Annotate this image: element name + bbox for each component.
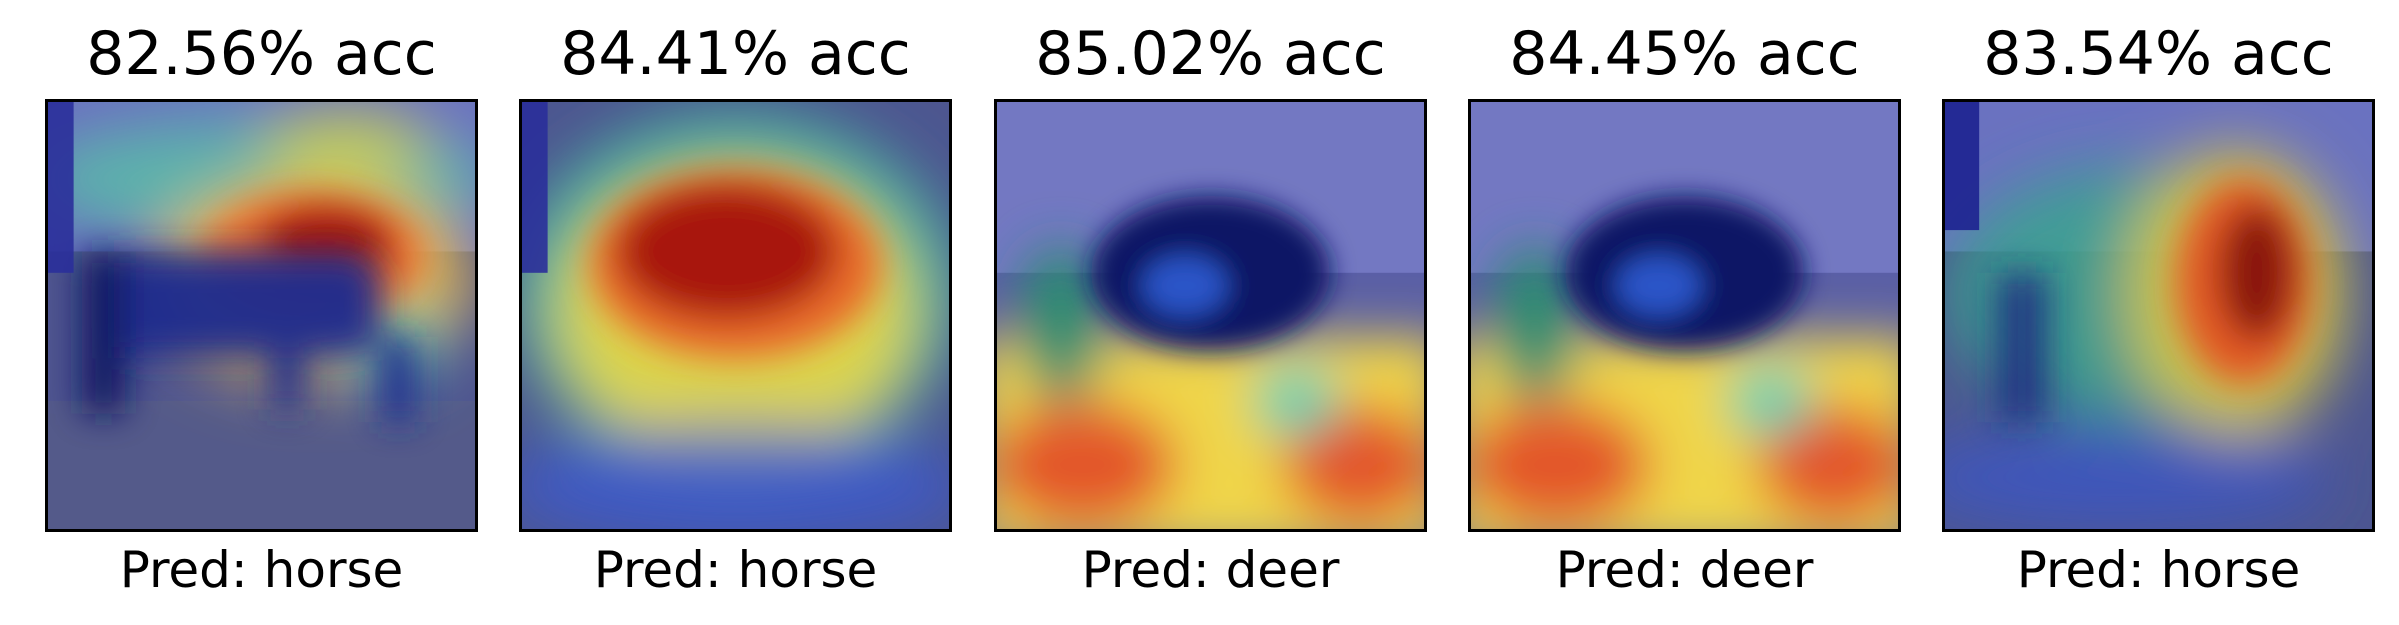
heatmap-graphic (48, 102, 475, 529)
panel-title: 83.54% acc (1983, 19, 2334, 89)
panel-2: 84.41% acc Pred: horse (519, 0, 952, 625)
gradcam-heatmap-image (1942, 99, 2375, 532)
gradcam-heatmap-image (45, 99, 478, 532)
gradcam-heatmap-image (519, 99, 952, 532)
panel-4: 84.45% acc Pred: deer (1468, 0, 1901, 625)
gradcam-heatmap-image (994, 99, 1427, 532)
prediction-label: Pred: deer (1081, 541, 1340, 599)
prediction-label: Pred: horse (119, 541, 404, 599)
panel-title: 85.02% acc (1035, 19, 1386, 89)
panel-1: 82.56% acc (45, 0, 478, 625)
panel-5: 83.54% acc Pred: horse (1942, 0, 2375, 625)
heatmap-graphic (522, 102, 949, 529)
prediction-label: Pred: deer (1555, 541, 1814, 599)
prediction-label: Pred: horse (2016, 541, 2301, 599)
heatmap-graphic (1945, 102, 2372, 529)
prediction-label: Pred: horse (593, 541, 878, 599)
gradcam-heatmap-image (1468, 99, 1901, 532)
heatmap-graphic (1471, 102, 1898, 529)
panel-title: 82.56% acc (86, 19, 437, 89)
heatmap-graphic (997, 102, 1424, 529)
panel-title: 84.45% acc (1509, 19, 1860, 89)
panel-title: 84.41% acc (560, 19, 911, 89)
panel-3: 85.02% acc Pred: deer (994, 0, 1427, 625)
